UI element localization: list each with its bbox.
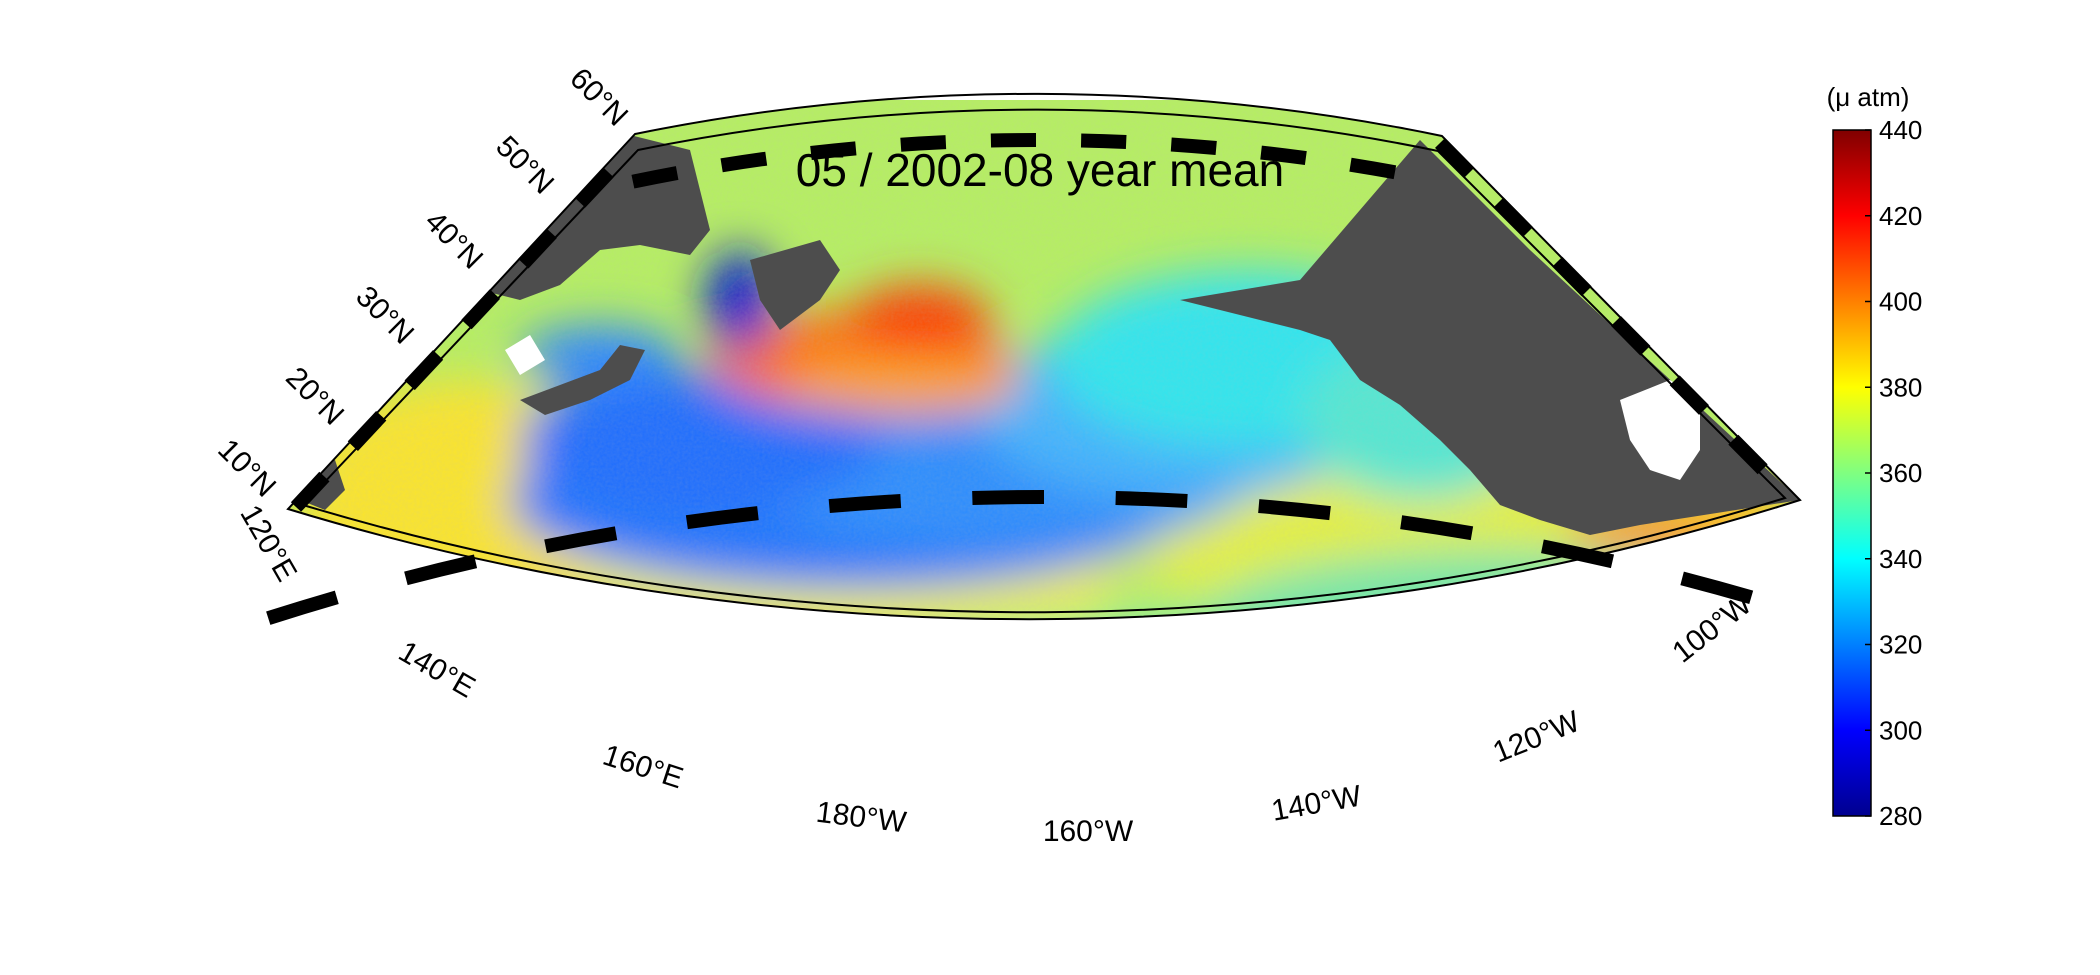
colorbar-tick-label: 380 [1879, 372, 1922, 402]
frame-dash [1400, 515, 1474, 541]
map-sector [288, 100, 1800, 712]
lat-label-50n: 50°N [489, 130, 560, 201]
frame-dash [1349, 157, 1397, 180]
lon-label-160w: 160°W [1043, 815, 1134, 848]
colorbar-tick-label: 400 [1879, 287, 1922, 317]
lat-label-10n: 10°N [211, 433, 282, 504]
frame-dash [575, 167, 614, 208]
frame-dash [1170, 137, 1217, 155]
frame-dash [1493, 197, 1533, 237]
frame-dash [1258, 499, 1331, 521]
frame-dash [685, 506, 759, 530]
frame-dash [1680, 571, 1754, 605]
frame-dash [972, 490, 1045, 506]
colorbar: (μ atm) 440 420 400 380 360 340 320 300 280 [1827, 82, 1923, 831]
colorbar-bar [1832, 129, 1872, 817]
colorbar-tick-label: 300 [1879, 715, 1922, 745]
colorbar-tick-label: 360 [1879, 458, 1922, 488]
colorbar-tick-label: 340 [1879, 544, 1922, 574]
frame-dash [290, 471, 330, 512]
japan-land [520, 345, 645, 415]
frame-dash [1260, 145, 1307, 166]
frame-dash [828, 494, 902, 514]
lon-label-160e: 160°E [599, 739, 687, 796]
frame-dash [1669, 375, 1709, 415]
lon-label-180w: 180°W [814, 796, 908, 840]
hawaii-land [1085, 698, 1140, 712]
frame-dash [404, 554, 478, 586]
frame-dash [720, 151, 768, 173]
colorbar-tick-label: 320 [1879, 630, 1922, 660]
lat-label-30n: 30°N [349, 280, 420, 351]
colorbar-tick-label: 280 [1879, 801, 1922, 831]
frame-dash [1611, 316, 1651, 356]
no-data-region-west [505, 335, 545, 375]
lat-label-20n: 20°N [279, 361, 350, 432]
frame-dash [1728, 434, 1768, 475]
lon-label-120e: 120°E [233, 499, 303, 587]
frame-dash [990, 133, 1037, 148]
frame-dash [518, 228, 557, 269]
frame-dash [1115, 491, 1188, 509]
lon-label-100w: 100°W [1666, 587, 1758, 669]
lon-label-120w: 120°W [1488, 705, 1585, 770]
frame-dash [404, 350, 444, 391]
kamchatka-land [750, 240, 840, 330]
frame-dash [900, 135, 947, 152]
frame-dash [1541, 539, 1615, 569]
lon-label-140e: 140°E [393, 635, 481, 705]
frame-dash [1080, 133, 1127, 149]
frame-dashes [266, 133, 1768, 625]
colorbar-tick-label: 420 [1879, 201, 1922, 231]
frame-dash [810, 141, 857, 160]
frame-dash [1552, 256, 1592, 297]
frame-dash [461, 289, 501, 330]
lon-label-140w: 140°W [1269, 779, 1364, 827]
frame-dash [347, 410, 387, 451]
map-title: 05 / 2002-08 year mean [796, 144, 1284, 196]
colorbar-unit: (μ atm) [1827, 82, 1910, 112]
lat-label-60n: 60°N [563, 62, 634, 133]
frame-dash [631, 166, 679, 189]
lat-label-40n: 40°N [418, 205, 489, 276]
frame-dash [1435, 138, 1475, 178]
colorbar-tick-label: 440 [1879, 115, 1922, 145]
frame-dash [544, 526, 618, 554]
colorbar-ticks: 440 420 400 380 360 340 320 300 280 [1865, 115, 1922, 831]
frame-dash [266, 590, 339, 625]
no-data-region [1620, 380, 1700, 480]
